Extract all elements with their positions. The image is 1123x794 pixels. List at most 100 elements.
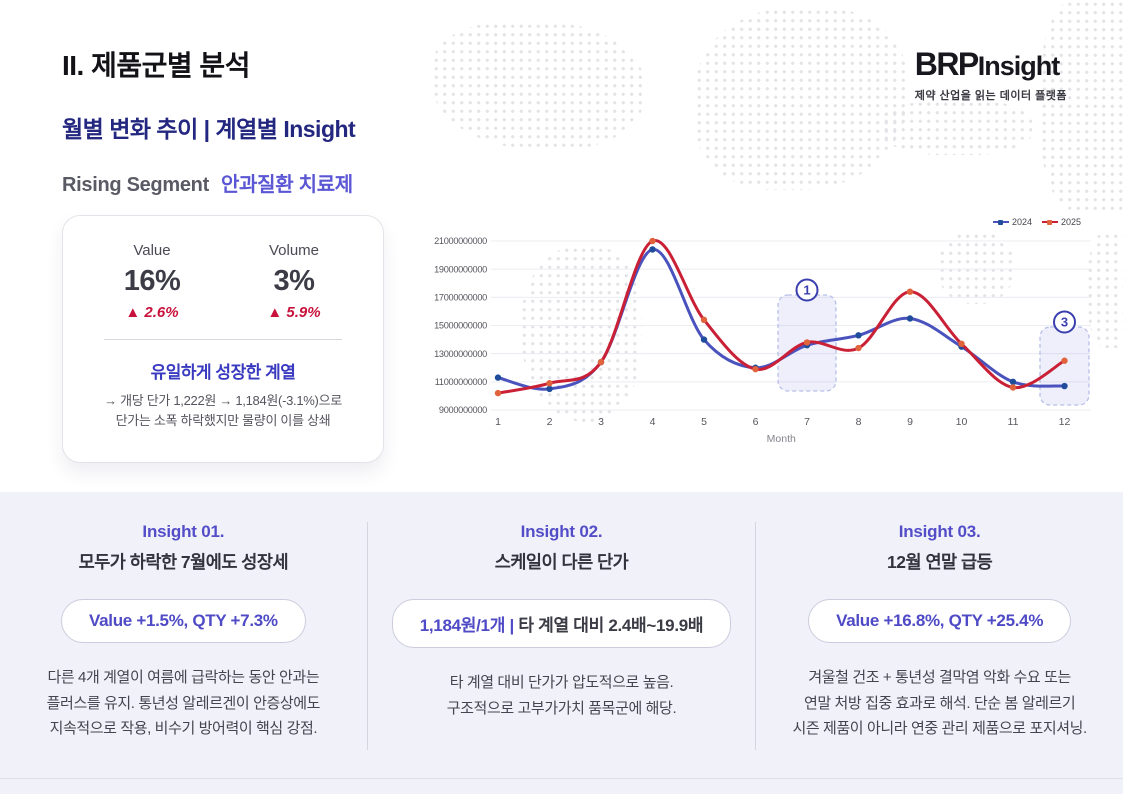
svg-text:Month: Month <box>767 433 796 445</box>
segment-value: 안과질환 치료제 <box>220 174 353 196</box>
svg-text:4: 4 <box>650 416 656 428</box>
chart-legend: 2024 2025 <box>992 217 1081 227</box>
brand-logo-insight: Insight <box>977 51 1060 81</box>
insight-2-body-line1: 타 계열 대비 단가가 압도적으로 높음. <box>449 674 674 691</box>
svg-text:9000000000: 9000000000 <box>439 405 487 415</box>
svg-text:3: 3 <box>1061 314 1068 329</box>
insight-3-subtitle: 12월 연말 급등 <box>887 552 993 572</box>
kpi-volume: Volume 3% ▲ 5.9% <box>223 242 365 321</box>
svg-text:15000000000: 15000000000 <box>434 321 487 331</box>
kpi-value-label: Value <box>133 242 171 259</box>
insight-2-pill-rest: 타 계열 대비 2.4배~19.9배 <box>518 616 704 635</box>
insight-2-body: 타 계열 대비 단가가 압도적으로 높음. 구조적으로 고부가가치 품목군에 해… <box>392 670 732 721</box>
legend-marker-icon <box>1047 219 1053 225</box>
svg-text:7: 7 <box>804 416 810 428</box>
legend-item-2025: 2025 <box>1041 217 1081 227</box>
svg-text:13000000000: 13000000000 <box>434 349 487 359</box>
insight-3-body-line1: 겨울철 건조 + 통년성 결막염 악화 수요 또는 <box>808 669 1071 686</box>
header: II. 제품군별 분석 월별 변화 추이 | 계열별 Insight Risin… <box>62 44 356 197</box>
legend-line-icon <box>992 219 1009 225</box>
insight-3-body-line2: 연말 처방 집중 효과로 해석. 단순 봄 알레르기 <box>803 694 1076 712</box>
svg-text:9: 9 <box>907 416 913 428</box>
kpi-volume-delta: ▲ 5.9% <box>267 304 321 321</box>
insight-2-pill-highlight: 1,184원/1개 | <box>419 616 514 635</box>
kpi-value-delta: ▲ 2.6% <box>125 304 179 321</box>
svg-text:10: 10 <box>956 416 968 428</box>
insight-1-body: 다른 4개 계열이 여름에 급락하는 동안 안과는 플러스를 유지. 통년성 알… <box>24 665 343 742</box>
svg-text:1: 1 <box>803 282 810 297</box>
svg-text:17000000000: 17000000000 <box>434 293 487 303</box>
top-section: II. 제품군별 분석 월별 변화 추이 | 계열별 Insight Risin… <box>62 0 1123 463</box>
insight-3-metric-pill: Value +16.8%, QTY +25.4% <box>808 599 1072 643</box>
card-description-line1: → 개당 단가 1,222원 → 1,184원(-3.1%)으로 <box>104 393 342 408</box>
legend-item-2024: 2024 <box>992 217 1032 227</box>
insight-3-pill-highlight: Value +16.8%, QTY +25.4% <box>836 611 1044 630</box>
brand-logo: BRPInsight 제약 산업을 읽는 데이터 플랫폼 <box>915 48 1067 103</box>
brand-logo-text: BRPInsight <box>915 48 1067 80</box>
column-divider <box>366 522 368 750</box>
insight-card-2: Insight 02. 스케일이 다른 단가 1,184원/1개 | 타 계열 … <box>368 522 756 794</box>
insight-2-subtitle: 스케일이 다른 단가 <box>494 552 629 572</box>
dot-map-decoration <box>520 246 642 422</box>
column-divider <box>755 522 757 750</box>
insight-1-title: Insight 01. <box>142 522 225 541</box>
summary-card: Value 16% ▲ 2.6% Volume 3% ▲ 5.9% 유일하게 성… <box>62 215 384 463</box>
segment-line: Rising Segment 안과질환 치료제 <box>62 168 355 197</box>
brand-logo-brp: BRP <box>914 46 980 82</box>
brand-tagline: 제약 산업을 읽는 데이터 플랫폼 <box>914 90 1067 102</box>
dot-map-decoration <box>882 100 1032 155</box>
insight-3-body: 겨울철 건조 + 통년성 결막염 악화 수요 또는 연말 처방 집중 효과로 해… <box>780 665 1099 742</box>
svg-text:3: 3 <box>598 416 604 428</box>
svg-text:2: 2 <box>547 416 553 428</box>
legend-label-2025: 2025 <box>1060 217 1081 227</box>
svg-text:1: 1 <box>495 416 501 428</box>
legend-line-icon <box>1041 219 1058 225</box>
insight-3-body-line3: 시즌 제품이 아니라 연중 관리 제품으로 포지셔닝. <box>792 720 1087 737</box>
insight-1-body-line3: 지속적으로 작용, 비수기 방어력이 핵심 강점. <box>49 720 318 737</box>
svg-text:5: 5 <box>701 416 707 428</box>
insight-1-body-line1: 다른 4개 계열이 여름에 급락하는 동안 안과는 <box>47 669 320 686</box>
svg-text:11000000000: 11000000000 <box>435 377 487 387</box>
trend-chart: 2024 2025 21000000000 19000000000 17000000… <box>425 213 1103 460</box>
trend-chart-svg: 2100000000019000000000170000000001500000… <box>434 236 1091 445</box>
insight-card-3: Insight 03. 12월 연말 급등 Value +16.8%, QTY … <box>756 522 1123 794</box>
footer-divider <box>0 778 1123 779</box>
insight-2-body-line2: 구조적으로 고부가가치 품목군에 해당. <box>446 699 677 717</box>
kpi-volume-label: Volume <box>268 242 320 259</box>
insight-1-subtitle: 모두가 하락한 7월에도 성장세 <box>78 552 289 572</box>
insight-1-metric-pill: Value +1.5%, QTY +7.3% <box>61 599 306 643</box>
insight-3-title: Insight 03. <box>898 522 981 541</box>
segment-label: Rising Segment <box>62 174 209 196</box>
card-headline: 유일하게 성장한 계열 <box>150 363 296 382</box>
insights-section: Insight 01. 모두가 하락한 7월에도 성장세 Value +1.5%… <box>0 492 1123 794</box>
svg-text:8: 8 <box>856 416 862 428</box>
dot-map-decoration <box>1040 0 1123 210</box>
svg-text:21000000000: 21000000000 <box>434 236 487 246</box>
kpi-value: Value 16% ▲ 2.6% <box>81 242 223 321</box>
legend-label-2024: 2024 <box>1011 217 1032 227</box>
insight-card-1: Insight 01. 모두가 하락한 7월에도 성장세 Value +1.5%… <box>0 522 367 794</box>
dot-map-decoration <box>432 22 644 150</box>
card-divider <box>104 339 342 340</box>
page-title: II. 제품군별 분석 <box>62 50 250 81</box>
svg-text:11: 11 <box>1008 416 1019 428</box>
kpi-value-number: 16% <box>123 265 181 297</box>
svg-text:6: 6 <box>753 416 759 428</box>
insight-2-title: Insight 02. <box>520 522 603 541</box>
card-description-line2: 단가는 소폭 하락했지만 물량이 이를 상쇄 <box>115 413 331 429</box>
kpi-row: Value 16% ▲ 2.6% Volume 3% ▲ 5.9% <box>81 242 365 321</box>
kpi-volume-number: 3% <box>273 265 315 297</box>
insight-1-pill-highlight: Value +1.5%, QTY +7.3% <box>89 611 278 630</box>
insight-1-body-line2: 플러스를 유지. 통년성 알레르겐이 안증상에도 <box>46 694 321 712</box>
insight-2-metric-pill: 1,184원/1개 | 타 계열 대비 2.4배~19.9배 <box>391 599 732 648</box>
dot-map-decoration <box>695 8 907 190</box>
dot-map-decoration <box>1086 232 1123 348</box>
legend-marker-icon <box>998 219 1004 225</box>
insight-columns: Insight 01. 모두가 하락한 7월에도 성장세 Value +1.5%… <box>0 492 1123 794</box>
svg-text:19000000000: 19000000000 <box>434 264 487 274</box>
dot-map-decoration <box>938 232 1014 304</box>
svg-text:12: 12 <box>1059 416 1071 428</box>
card-description: → 개당 단가 1,222원 → 1,184원(-3.1%)으로 단가는 소폭 … <box>81 391 365 431</box>
page-subtitle: 월별 변화 추이 | 계열별 Insight <box>62 116 356 142</box>
